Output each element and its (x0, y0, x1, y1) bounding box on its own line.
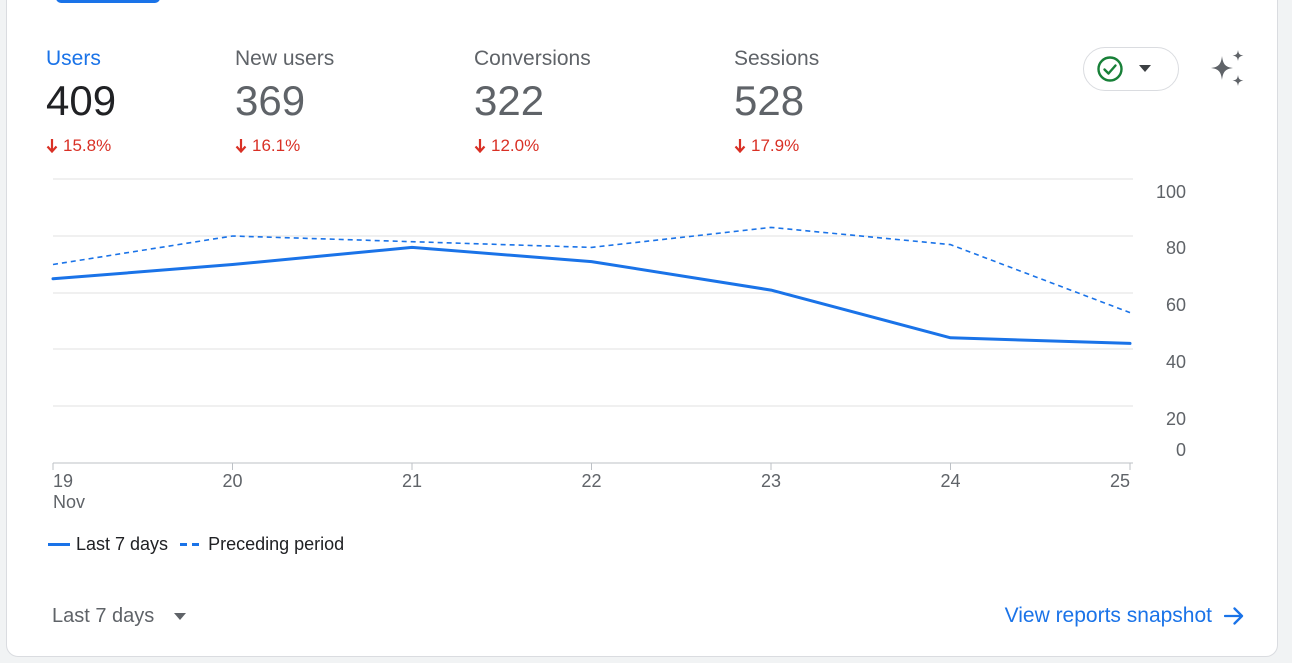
arrow-down-icon (474, 139, 486, 153)
metric-change-value: 17.9% (751, 136, 800, 155)
metric-change: 15.8% (46, 135, 116, 157)
legend-dashed-line-swatch (180, 543, 203, 546)
metric-change-value: 16.1% (252, 136, 301, 155)
y-tick-label: 80 (1166, 238, 1186, 258)
metric-label: New users (235, 47, 335, 70)
metric-value: 528 (734, 77, 805, 124)
arrow-down-icon (46, 139, 58, 153)
chevron-down-icon (1139, 65, 1151, 72)
x-tick-label: 24 (940, 471, 960, 491)
metric-label: Conversions (474, 47, 591, 70)
legend-solid-line-swatch (48, 543, 70, 546)
metric-change-value: 15.8% (63, 136, 112, 155)
y-tick-label: 100 (1156, 182, 1186, 202)
metric-label: Users (46, 47, 101, 70)
metric-label: Sessions (734, 47, 820, 70)
y-tick-label: 0 (1176, 440, 1186, 460)
chevron-down-icon (174, 612, 187, 620)
active-tab-indicator (56, 0, 160, 3)
metric-value: 322 (474, 77, 545, 124)
metric-value: 369 (235, 77, 306, 124)
y-tick-label: 60 (1166, 295, 1186, 315)
arrow-down-icon (734, 139, 746, 153)
metric-change-value: 12.0% (491, 136, 540, 155)
x-tick-label: 19 (53, 471, 73, 491)
legend-item-last-7-days: Last 7 days (48, 534, 168, 555)
insights-status-dropdown[interactable] (1083, 47, 1179, 91)
date-range-dropdown[interactable]: Last 7 days (52, 600, 187, 632)
view-reports-snapshot-link[interactable]: View reports snapshot (1005, 600, 1244, 632)
x-month-label: Nov (53, 492, 85, 512)
series-line-preceding-period (52, 226, 1131, 314)
x-tick-label: 22 (581, 471, 601, 491)
check-circle-icon (1097, 56, 1123, 82)
arrow-down-icon (235, 139, 247, 153)
legend-label: Last 7 days (76, 534, 169, 554)
chart-legend: Last 7 days Preceding period (48, 534, 356, 555)
y-tick-label: 40 (1166, 352, 1186, 372)
sparkle-icon[interactable] (1208, 50, 1246, 86)
view-reports-label: View reports snapshot (1004, 604, 1212, 627)
series-line-last-7-days (51, 245, 1132, 345)
metric-tab-sessions[interactable]: Sessions 528 17.9% (734, 44, 819, 157)
legend-item-preceding-period: Preceding period (180, 534, 344, 555)
metric-tab-conversions[interactable]: Conversions 322 12.0% (474, 44, 591, 157)
metric-change: 17.9% (734, 135, 819, 157)
metric-tab-new-users[interactable]: New users 369 16.1% (235, 44, 334, 157)
metric-change: 12.0% (474, 135, 591, 157)
date-range-label: Last 7 days (52, 604, 155, 627)
x-tick-label: 25 (1110, 471, 1130, 491)
arrow-right-icon (1224, 607, 1244, 625)
x-tick-label: 21 (402, 471, 422, 491)
y-tick-label: 20 (1166, 409, 1186, 429)
metric-change: 16.1% (235, 135, 334, 157)
x-tick-label: 23 (761, 471, 781, 491)
legend-label: Preceding period (208, 534, 345, 554)
overview-card (6, 0, 1278, 657)
x-tick-label: 20 (222, 471, 242, 491)
metric-tab-users[interactable]: Users 409 15.8% (46, 44, 116, 157)
metric-value: 409 (46, 77, 117, 124)
